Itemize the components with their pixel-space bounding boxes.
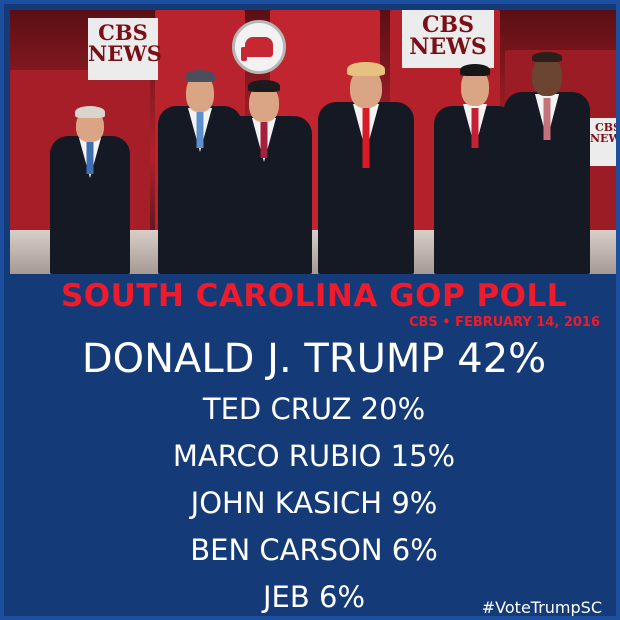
poll-source-date: CBS • FEBRUARY 14, 2016 xyxy=(408,315,600,330)
leading-candidate: DONALD J. TRUMP 42% xyxy=(81,336,547,382)
candidate-figure xyxy=(318,58,414,274)
cbs-news-sign: CBS NEWS xyxy=(88,18,162,80)
candidate-result: BEN CARSON 6% xyxy=(190,533,438,567)
poll-headline: SOUTH CAROLINA GOP POLL xyxy=(60,278,568,314)
candidate-figure xyxy=(434,60,516,274)
candidate-figure xyxy=(504,46,590,274)
candidate-result: JEB 6% xyxy=(263,580,365,614)
candidate-figure xyxy=(216,78,312,274)
candidate-result: JOHN KASICH 9% xyxy=(190,486,438,520)
debate-stage-photo: CBS NEWS CBS NEWS CBS NEWS xyxy=(10,10,616,274)
candidate-result: MARCO RUBIO 15% xyxy=(172,439,456,473)
gop-elephant-logo xyxy=(232,20,286,74)
candidate-figure xyxy=(50,104,130,274)
cbs-news-sign: CBS NEWS xyxy=(590,118,616,166)
candidate-result: TED CRUZ 20% xyxy=(202,392,426,426)
campaign-hashtag: #VoteTrumpSC xyxy=(481,598,602,617)
cbs-news-sign: CBS NEWS xyxy=(402,10,494,68)
